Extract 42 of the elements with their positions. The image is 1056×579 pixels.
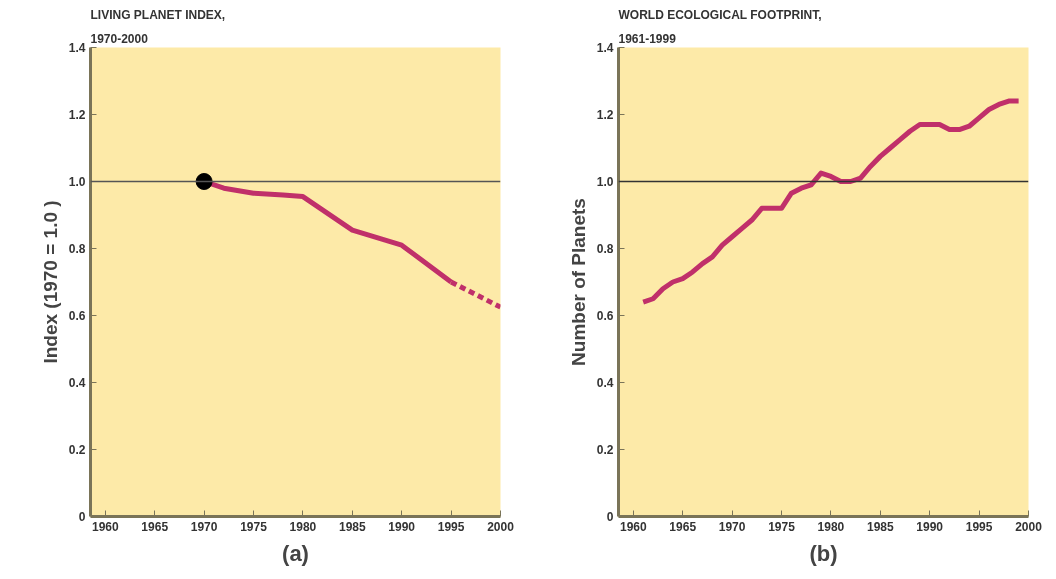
x-tick-label: 1990 — [388, 519, 416, 534]
x-tick-label: 1975 — [240, 519, 268, 534]
x-tick-label: 1970 — [190, 519, 218, 534]
y-tick-label: 0.6 — [596, 309, 614, 323]
chart-title: LIVING PLANET INDEX, — [90, 7, 226, 22]
x-tick-label: 2000 — [1015, 519, 1043, 534]
y-axis-title: Index (1970 = 1.0 ) — [39, 200, 61, 364]
chart-subtitle: 1970-2000 — [90, 31, 149, 46]
x-tick-label: 1965 — [141, 519, 169, 534]
y-tick-label: 1.4 — [596, 41, 614, 55]
y-tick-label: 0.8 — [596, 242, 614, 256]
y-tick-label: 0.6 — [68, 309, 86, 323]
x-tick-label: 1960 — [91, 519, 119, 534]
x-tick-label: 1980 — [817, 519, 845, 534]
x-tick-label: 1995 — [437, 519, 465, 534]
x-tick-label: 1985 — [866, 519, 894, 534]
x-tick-label: 1960 — [619, 519, 647, 534]
x-tick-label: 2000 — [487, 519, 515, 534]
y-tick-label: 0.2 — [596, 443, 614, 457]
y-tick-label: 0 — [78, 510, 86, 524]
x-tick-label: 1980 — [289, 519, 317, 534]
y-tick-label: 1.2 — [596, 108, 614, 122]
y-tick-label: 0.2 — [68, 443, 86, 457]
text: (b) — [809, 540, 838, 566]
y-tick-label: 1.0 — [596, 175, 614, 189]
x-tick-label: 1970 — [718, 519, 746, 534]
x-tick-label: 1985 — [338, 519, 366, 534]
y-tick-label: 1.2 — [68, 108, 86, 122]
x-tick-label: 1995 — [965, 519, 993, 534]
chart-title: WORLD ECOLOGICAL FOOTPRINT, — [618, 7, 822, 22]
x-tick-label: 1990 — [916, 519, 944, 534]
x-tick-label: 1975 — [768, 519, 796, 534]
y-tick-label: 0 — [606, 510, 614, 524]
chart-subtitle: 1961-1999 — [618, 31, 677, 46]
y-axis-title: Number of Planets — [567, 198, 589, 366]
y-tick-label: 0.4 — [68, 376, 86, 390]
y-tick-label: 0.8 — [68, 242, 86, 256]
text: (a) — [282, 540, 309, 566]
y-tick-label: 1.0 — [68, 175, 86, 189]
x-tick-label: 1965 — [669, 519, 697, 534]
y-tick-label: 0.4 — [596, 376, 614, 390]
y-tick-label: 1.4 — [68, 41, 86, 55]
